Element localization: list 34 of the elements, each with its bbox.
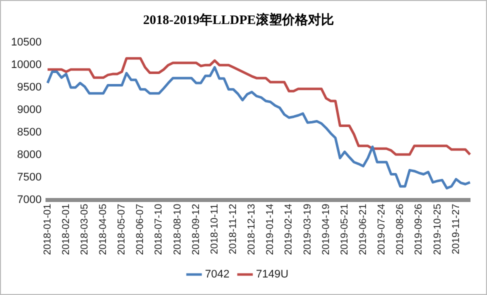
x-tick-label: 2018-04-05 <box>98 203 110 256</box>
legend-label: 7149U <box>256 268 288 281</box>
x-tick-label: 2018-09-12 <box>190 203 202 256</box>
x-tick-label: 2019-11-27 <box>450 203 462 254</box>
x-tick-label: 2019-06-21 <box>358 203 369 256</box>
y-tick-label: 9500 <box>17 82 42 94</box>
chart-title: 2018-2019年LLDPE滚塑价格对比 <box>143 12 334 28</box>
x-tick-label: 2018-11-12 <box>228 203 240 254</box>
x-tick-label: 2019-01-14 <box>265 203 276 256</box>
y-tick-label: 8000 <box>17 148 42 161</box>
x-tick-label: 2019-08-26 <box>395 203 406 256</box>
x-tick-label: 2018-08-10 <box>172 203 184 256</box>
x-tick-label: 2019-05-21 <box>339 203 350 256</box>
x-tick-label: 2018-02-01 <box>60 203 72 256</box>
x-tick-label: 2018-05-07 <box>116 203 128 256</box>
x-tick-label: 2019-04-19 <box>320 203 332 256</box>
x-tick-label: 2018-03-05 <box>79 203 90 256</box>
x-tick-label: 2018-12-13 <box>246 203 258 256</box>
y-tick-label: 9000 <box>17 104 42 116</box>
x-tick-label: 2018-07-10 <box>154 203 165 256</box>
legend-label: 7042 <box>205 268 230 281</box>
x-tick-label: 2019-10-25 <box>432 203 444 256</box>
x-tick-label: 2019-02-14 <box>284 203 295 256</box>
y-tick-label: 7000 <box>17 194 42 206</box>
x-tick-label: 2019-09-26 <box>414 203 425 256</box>
y-tick-label: 10000 <box>10 59 42 72</box>
x-tick-label: 2019-03-19 <box>302 203 314 256</box>
x-tick-label: 2018-01-01 <box>42 203 54 256</box>
y-tick-label: 8500 <box>17 126 42 138</box>
x-tick-label: 2018-06-07 <box>135 203 146 256</box>
y-tick-label: 7500 <box>17 171 42 184</box>
y-tick-label: 10500 <box>10 36 42 49</box>
x-tick-label: 2019-07-24 <box>376 203 388 256</box>
x-tick-label: 2018-10-11 <box>209 203 220 254</box>
